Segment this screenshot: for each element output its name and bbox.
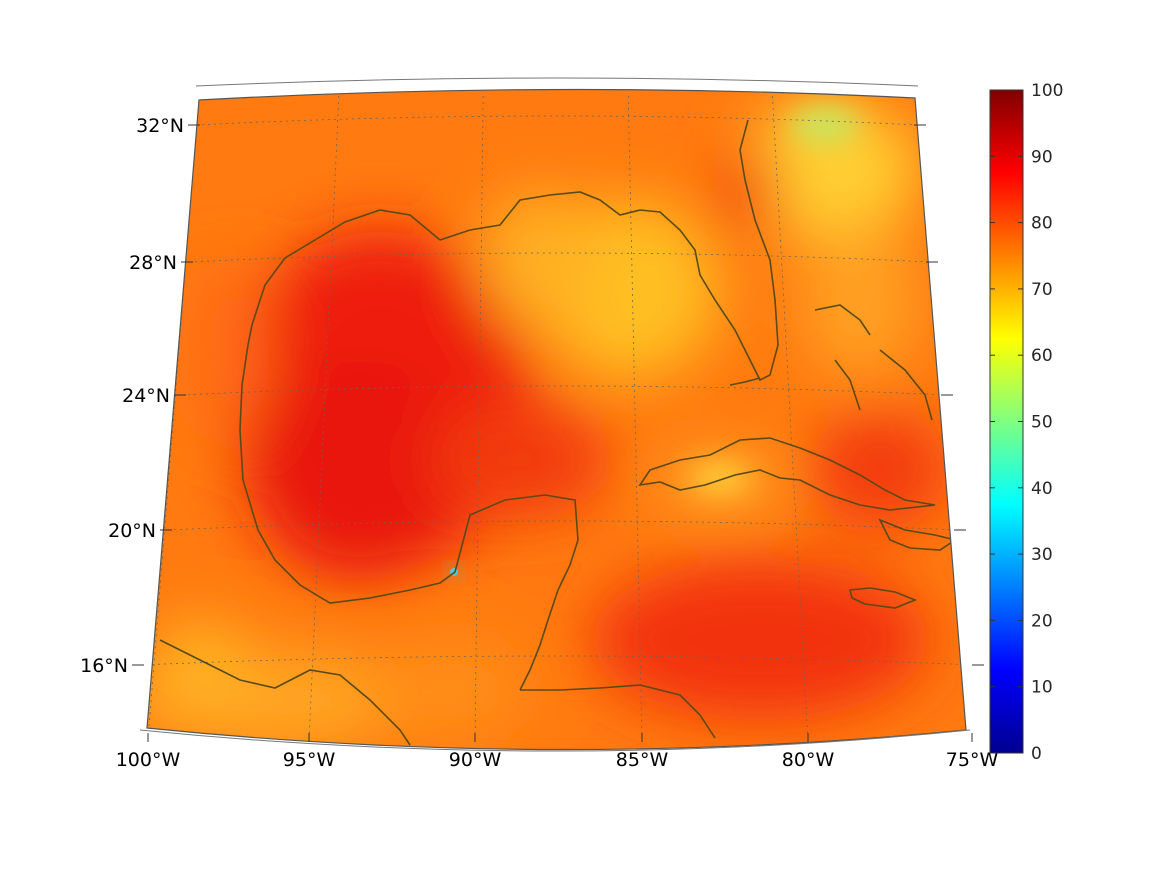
lat-label: 20°N: [108, 520, 156, 542]
lat-gridline: [195, 115, 919, 126]
colorbar-label: 30: [1031, 545, 1053, 565]
coastline-us-gulf: [439, 119, 779, 382]
colorbar-label: 80: [1031, 214, 1053, 234]
lat-label: 32°N: [136, 115, 184, 137]
longitude-labels: 100°W 95°W 90°W 85°W 80°W 75°W: [116, 749, 999, 771]
lon-label: 85°W: [616, 749, 669, 771]
colorbar-ticks: [990, 89, 1023, 754]
lat-label: 28°N: [129, 252, 177, 274]
lat-gridline: [147, 655, 966, 666]
colorbar-label: 70: [1031, 280, 1053, 300]
axis-tick-marks: [132, 124, 984, 742]
coastlines: [159, 119, 957, 746]
coastline-florida-keys: [729, 377, 761, 386]
map-field: [147, 89, 966, 750]
coastline-central-america: [520, 684, 716, 739]
lat-label: 24°N: [122, 385, 170, 407]
lon-label: 75°W: [946, 749, 999, 771]
colorbar-label: 20: [1031, 611, 1053, 631]
lon-label: 90°W: [449, 749, 502, 771]
field-georgia-carolina: [740, 100, 920, 240]
lon-label: 100°W: [116, 749, 181, 771]
coastline-jamaica: [848, 587, 918, 609]
colorbar: [989, 89, 1024, 754]
coastline-yucatan: [519, 539, 579, 691]
colorbar-label: 100: [1031, 81, 1063, 101]
field-caribbean-east: [590, 560, 930, 720]
colorbar-label: 10: [1031, 678, 1053, 698]
colorbar-label: 0: [1031, 744, 1042, 764]
coastline-bahamas: [814, 304, 933, 421]
lon-label: 80°W: [782, 749, 835, 771]
lat-label: 16°N: [80, 655, 128, 677]
colorbar-label: 50: [1031, 413, 1053, 433]
coastline-hispaniola: [878, 518, 957, 551]
latitude-labels: 16°N 20°N 24°N 28°N 32°N: [80, 115, 184, 677]
coastline-gulf: [239, 209, 579, 604]
colorbar-label: 90: [1031, 147, 1053, 167]
lon-label: 95°W: [283, 749, 336, 771]
lat-gridline: [181, 385, 946, 396]
colorbar-label: 60: [1031, 346, 1053, 366]
coastline-cuba: [638, 437, 936, 511]
colorbar-labels: 0 10 20 30 40 50 60 70 80 90 100: [1031, 81, 1063, 764]
map-gridlines: [147, 95, 966, 741]
border-mexico-guatemala: [159, 639, 411, 746]
colorbar-label: 40: [1031, 479, 1053, 499]
